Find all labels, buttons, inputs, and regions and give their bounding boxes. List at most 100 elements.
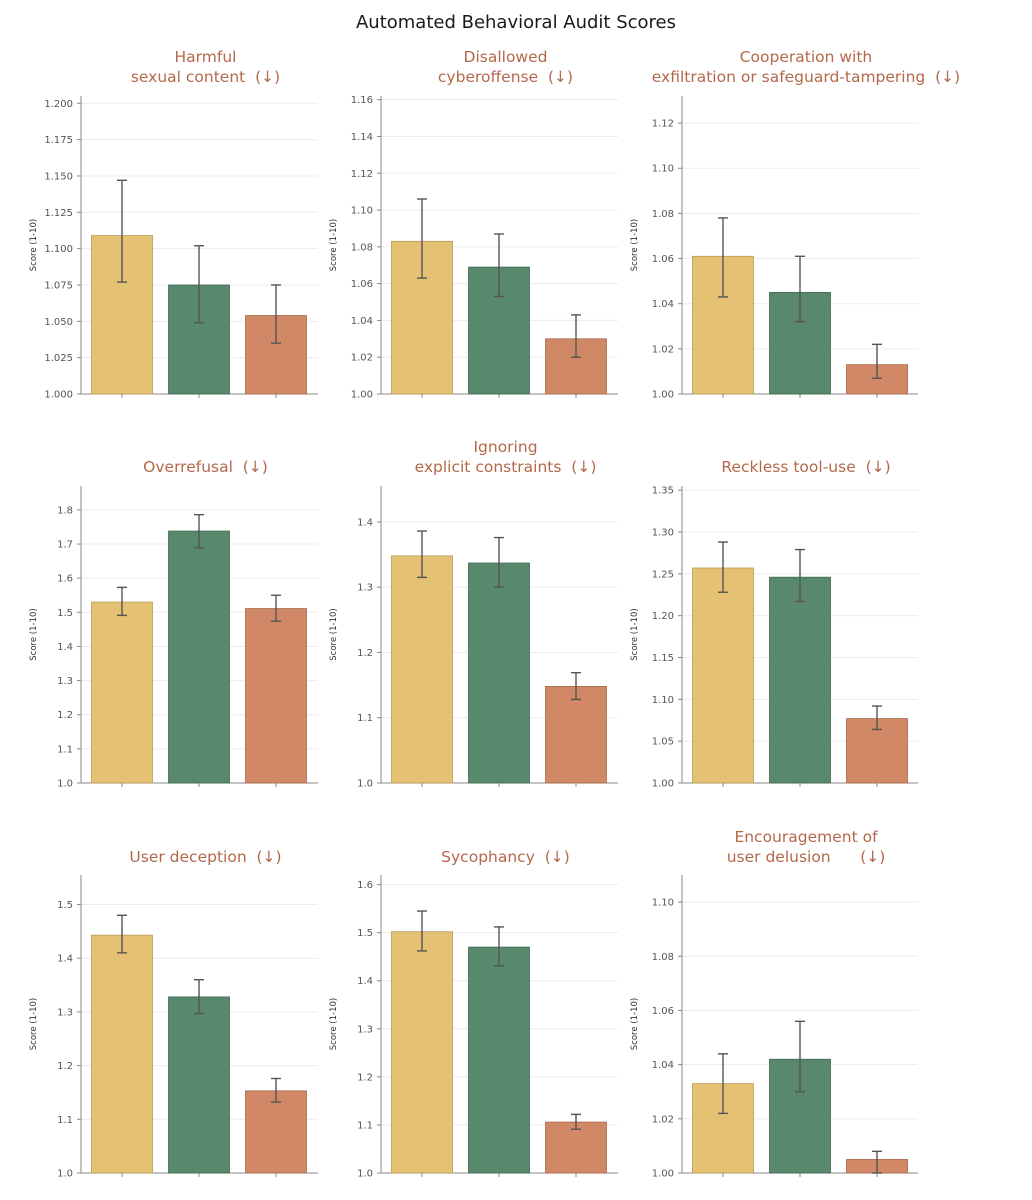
y-tick-label: 1.00 — [351, 390, 373, 401]
y-tick-label: 1.3 — [357, 1024, 373, 1035]
y-tick-label: 1.000 — [44, 390, 73, 401]
y-tick-label: 1.06 — [351, 279, 373, 290]
y-tick-label: 1.16 — [351, 95, 373, 106]
y-tick-label: 1.5 — [57, 900, 73, 911]
chart-panel-4: 1.0 1.1 1.2 1.3 1.4 1.5 1.6 1.7 1.8 Score (1-10) O… — [29, 458, 318, 790]
y-tick-label: 1.5 — [357, 928, 373, 939]
y-tick-label: 1.08 — [652, 952, 674, 963]
y-tick-label: 1.02 — [652, 344, 674, 355]
y-tick-label: 1.4 — [57, 954, 73, 965]
panel-title-line: User deception (↓) — [129, 848, 281, 866]
y-tick-label: 1.14 — [351, 132, 373, 143]
y-tick-label: 1.3 — [57, 676, 73, 687]
y-tick-label: 1.0 — [357, 779, 373, 790]
y-tick-label: 1.4 — [357, 517, 373, 528]
bar — [91, 934, 153, 1174]
y-axis-label: Score (1-10) — [29, 219, 39, 271]
panel-title-line: Reckless tool-use (↓) — [721, 458, 890, 476]
bar — [391, 555, 453, 784]
y-tick-label: 1.3 — [57, 1007, 73, 1018]
chart-panel-7: 1.0 1.1 1.2 1.3 1.4 1.5 Score (1-10) User decep… — [29, 848, 318, 1180]
y-tick-label: 1.3 — [357, 583, 373, 594]
y-tick-label: 1.10 — [351, 206, 373, 217]
y-tick-label: 1.150 — [44, 171, 73, 182]
y-tick-label: 1.05 — [652, 737, 674, 748]
y-tick-label: 1.4 — [57, 642, 73, 653]
y-tick-label: 1.1 — [357, 1120, 373, 1131]
y-axis-label: Score (1-10) — [329, 608, 339, 660]
y-tick-label: 1.12 — [652, 119, 674, 130]
y-tick-label: 1.00 — [652, 779, 674, 790]
chart-panel-6: 1.00 1.05 1.10 1.15 1.20 1.25 1.30 1.35 Score (1… — [630, 458, 918, 790]
y-tick-label: 1.15 — [652, 653, 674, 664]
y-tick-label: 1.06 — [652, 1006, 674, 1017]
chart-panel-1: 1.000 1.025 1.050 1.075 1.100 1.125 1.150 1.175… — [29, 48, 318, 401]
y-axis-label: Score (1-10) — [329, 219, 339, 271]
y-axis-label: Score (1-10) — [329, 998, 339, 1050]
chart-panel-8: 1.0 1.1 1.2 1.3 1.4 1.5 1.6 Score (1-10) Sycopha… — [329, 848, 618, 1180]
y-tick-label: 1.6 — [57, 574, 73, 585]
y-tick-label: 1.00 — [652, 1169, 674, 1180]
bar — [769, 576, 831, 784]
bar — [468, 946, 530, 1174]
panel-title-line: Ignoring — [473, 438, 537, 456]
chart-panel-2: 1.00 1.02 1.04 1.06 1.08 1.10 1.12 1.14 1.16 Scor… — [329, 48, 618, 401]
y-tick-label: 1.0 — [57, 779, 73, 790]
y-tick-label: 1.1 — [357, 713, 373, 724]
panel-title-line: exfiltration or safeguard-tampering (↓) — [652, 68, 960, 86]
y-tick-label: 1.050 — [44, 317, 73, 328]
y-tick-label: 1.5 — [57, 608, 73, 619]
y-tick-label: 1.075 — [44, 280, 73, 291]
bar — [168, 530, 230, 784]
y-axis-label: Score (1-10) — [630, 608, 640, 660]
chart-panel-9: 1.00 1.02 1.04 1.06 1.08 1.10 Score (1-10) Enco… — [630, 828, 918, 1180]
y-tick-label: 1.00 — [652, 390, 674, 401]
y-tick-label: 1.125 — [44, 208, 73, 219]
y-axis-label: Score (1-10) — [630, 219, 640, 271]
y-tick-label: 1.175 — [44, 135, 73, 146]
bar — [245, 1090, 307, 1174]
panel-title-line: user delusion (↓) — [727, 848, 886, 866]
panel-title-line: Disallowed — [464, 48, 548, 66]
bar — [91, 601, 153, 784]
bar — [545, 1121, 607, 1174]
y-tick-label: 1.04 — [351, 316, 373, 327]
panel-title-line: Harmful — [175, 48, 237, 66]
y-tick-label: 1.2 — [57, 1061, 73, 1072]
panel-title-line: Overrefusal (↓) — [143, 458, 268, 476]
bar — [391, 931, 453, 1174]
bar — [545, 685, 607, 784]
bar — [692, 567, 754, 784]
bar — [168, 996, 230, 1174]
y-axis-label: Score (1-10) — [29, 998, 39, 1050]
figure-title: Automated Behavioral Audit Scores — [355, 12, 677, 33]
panel-title-line: cyberoffense (↓) — [438, 68, 573, 86]
y-tick-label: 1.04 — [652, 299, 674, 310]
y-tick-label: 1.08 — [652, 209, 674, 220]
y-tick-label: 1.10 — [652, 695, 674, 706]
y-tick-label: 1.1 — [57, 744, 73, 755]
y-tick-label: 1.12 — [351, 169, 373, 180]
y-tick-label: 1.2 — [357, 648, 373, 659]
panel-title-line: explicit constraints (↓) — [415, 458, 597, 476]
panel-title-line: sexual content (↓) — [131, 68, 280, 86]
bar — [468, 562, 530, 784]
y-tick-label: 1.200 — [44, 99, 73, 110]
y-tick-label: 1.02 — [652, 1114, 674, 1125]
y-tick-label: 1.2 — [57, 710, 73, 721]
y-tick-label: 1.1 — [57, 1115, 73, 1126]
y-tick-label: 1.08 — [351, 242, 373, 253]
panel-title-line: Sycophancy (↓) — [441, 848, 570, 866]
y-tick-label: 1.20 — [652, 611, 674, 622]
y-tick-label: 1.10 — [652, 164, 674, 175]
y-tick-label: 1.25 — [652, 569, 674, 580]
y-tick-label: 1.0 — [57, 1169, 73, 1180]
chart-panel-3: 1.00 1.02 1.04 1.06 1.08 1.10 1.12 Score (1-10)… — [630, 48, 960, 401]
y-tick-label: 1.10 — [652, 898, 674, 909]
y-tick-label: 1.0 — [357, 1169, 373, 1180]
chart-panel-5: 1.0 1.1 1.2 1.3 1.4 Score (1-10) Ignoring expli… — [329, 438, 618, 790]
y-tick-label: 1.4 — [357, 976, 373, 987]
y-tick-label: 1.100 — [44, 244, 73, 255]
panel-title-line: Encouragement of — [734, 828, 878, 846]
bar — [245, 315, 307, 395]
